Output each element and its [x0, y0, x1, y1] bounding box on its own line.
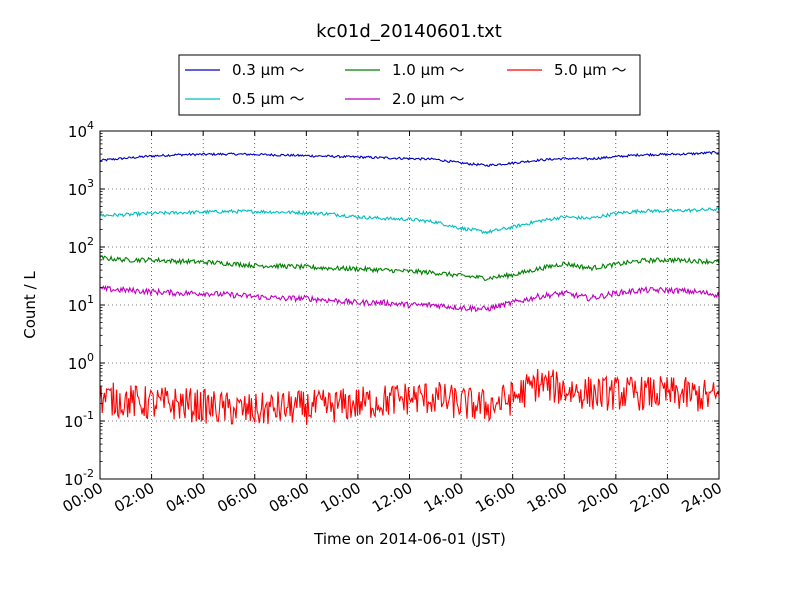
series-layer	[99, 150, 720, 425]
x-tick-label: 02:00	[111, 479, 157, 516]
chart-title: kc01d_20140601.txt	[316, 21, 502, 42]
y-tick-label: 104	[68, 119, 94, 141]
y-tick-label: 100	[68, 351, 94, 373]
axis-ticks: 00:00 02:00 04:00 06:00 08:00 10:00 12:00 14:00…	[60, 119, 725, 516]
x-tick-label: 10:00	[317, 479, 363, 516]
y-tick-label: 10-1	[64, 409, 94, 431]
y-axis-label: Count / L	[21, 271, 39, 339]
x-tick-label: 20:00	[575, 479, 621, 516]
x-tick-label: 24:00	[679, 479, 725, 516]
legend-label: 2.0 μm ～	[392, 90, 465, 108]
legend-label: 5.0 μm ～	[554, 61, 627, 79]
x-tick-label: 22:00	[627, 479, 673, 516]
series-line	[99, 150, 720, 167]
series-line	[99, 285, 720, 313]
x-tick-label: 18:00	[524, 479, 570, 516]
legend-label: 0.3 μm ～	[232, 61, 305, 79]
x-tick-label: 04:00	[163, 479, 209, 516]
series-line	[99, 254, 720, 281]
x-tick-label: 14:00	[421, 479, 467, 516]
x-tick-label: 08:00	[266, 479, 312, 516]
y-tick-label: 103	[68, 177, 94, 199]
y-tick-label: 101	[68, 293, 94, 315]
x-tick-label: 12:00	[369, 479, 415, 516]
legend-label: 1.0 μm ～	[392, 61, 465, 79]
x-tick-label: 06:00	[214, 479, 260, 516]
x-tick-label: 16:00	[472, 479, 518, 516]
x-axis-label: Time on 2014-06-01 (JST)	[313, 530, 506, 548]
grid	[100, 131, 719, 479]
legend-label: 0.5 μm ～	[232, 90, 305, 108]
series-line	[99, 207, 720, 235]
y-tick-label: 102	[68, 235, 94, 257]
legend: 0.3 μm ～ 0.5 μm ～ 1.0 μm ～ 2.0 μm ～ 5.0 μm ～	[178, 54, 641, 116]
series-line	[99, 368, 720, 425]
legend-box	[178, 54, 641, 116]
